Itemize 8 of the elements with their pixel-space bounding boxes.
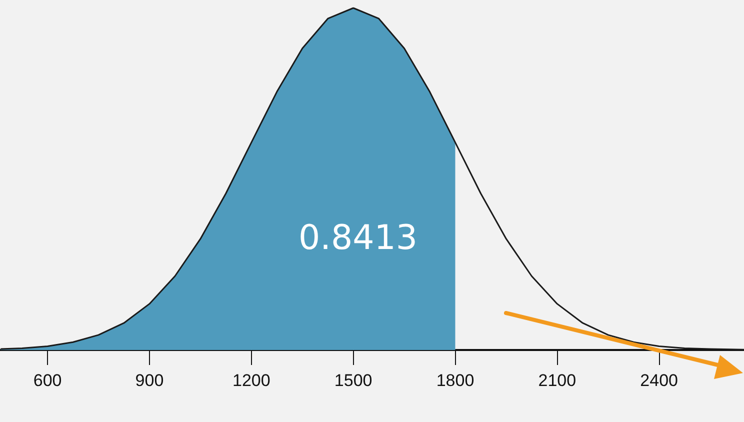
x-tick-label: 1500 — [334, 371, 372, 390]
x-tick-label: 1200 — [232, 371, 270, 390]
x-tick-label: 1800 — [436, 371, 474, 390]
x-tick-label: 2400 — [640, 371, 678, 390]
annotation: 0.8413 — [298, 218, 418, 258]
x-tick-label: 900 — [135, 371, 164, 390]
x-tick-label: 600 — [33, 371, 62, 390]
x-tick-label: 2100 — [538, 371, 576, 390]
